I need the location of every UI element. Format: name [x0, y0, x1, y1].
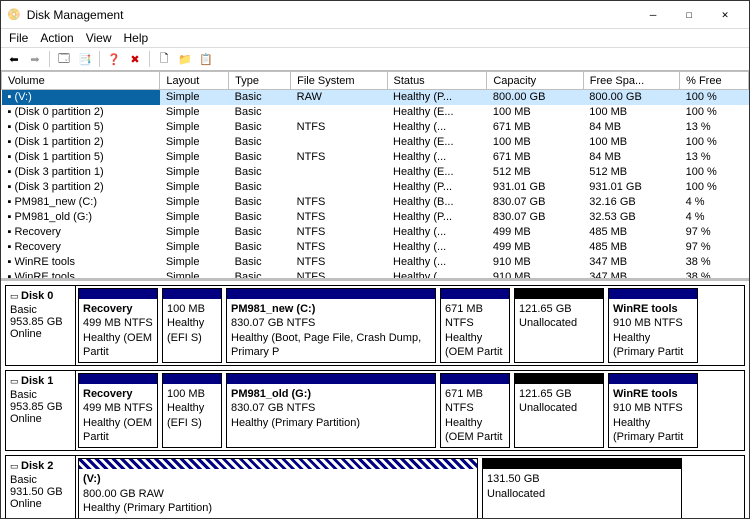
volume-row[interactable]: ▪ (V:)SimpleBasicRAWHealthy (P...800.00 … — [2, 90, 749, 105]
volume-row[interactable]: ▪ (Disk 3 partition 1)SimpleBasicHealthy… — [2, 165, 749, 180]
volume-row[interactable]: ▪ (Disk 3 partition 2)SimpleBasicHealthy… — [2, 180, 749, 195]
volume-row[interactable]: ▪ (Disk 1 partition 2)SimpleBasicHealthy… — [2, 135, 749, 150]
partition-bar — [79, 374, 157, 384]
partition[interactable]: WinRE tools910 MB NTFSHealthy (Primary P… — [608, 288, 698, 363]
partition-bar — [441, 374, 509, 384]
volume-row[interactable]: ▪ RecoverySimpleBasicNTFSHealthy (...499… — [2, 240, 749, 255]
volume-row[interactable]: ▪ (Disk 1 partition 5)SimpleBasicNTFSHea… — [2, 150, 749, 165]
partition-bar — [609, 374, 697, 384]
partition-bar — [227, 289, 435, 299]
partition[interactable]: Recovery499 MB NTFSHealthy (OEM Partit — [78, 288, 158, 363]
menu-file[interactable]: File — [9, 31, 28, 45]
volume-table[interactable]: VolumeLayoutTypeFile SystemStatusCapacit… — [1, 71, 749, 281]
partition[interactable]: 100 MBHealthy (EFI S) — [162, 288, 222, 363]
partition-bar — [483, 459, 681, 469]
partition-bar — [515, 289, 603, 299]
partition[interactable]: PM981_new (C:)830.07 GB NTFSHealthy (Boo… — [226, 288, 436, 363]
partition-bar — [609, 289, 697, 299]
volume-row[interactable]: ▪ (Disk 0 partition 5)SimpleBasicNTFSHea… — [2, 120, 749, 135]
partition[interactable]: 671 MB NTFSHealthy (OEM Partit — [440, 373, 510, 448]
titlebar: 📀 Disk Management — ☐ ✕ — [1, 1, 749, 29]
menu-view[interactable]: View — [86, 31, 112, 45]
refresh-icon[interactable]: 📑 — [76, 50, 94, 68]
volume-row[interactable]: ▪ PM981_old (G:)SimpleBasicNTFSHealthy (… — [2, 210, 749, 225]
partition-bar — [515, 374, 603, 384]
app-icon: 📀 — [7, 8, 21, 21]
partition-bar — [227, 374, 435, 384]
column-header[interactable]: File System — [291, 72, 387, 90]
menu-help[interactable]: Help — [124, 31, 149, 45]
column-header[interactable]: Layout — [160, 72, 229, 90]
partition[interactable]: Recovery499 MB NTFSHealthy (OEM Partit — [78, 373, 158, 448]
disk-graphic-pane: ▭ Disk 0Basic953.85 GBOnlineRecovery499 … — [1, 281, 749, 518]
partition[interactable]: 671 MB NTFSHealthy (OEM Partit — [440, 288, 510, 363]
column-header[interactable]: Capacity — [487, 72, 583, 90]
partition-bar — [163, 374, 221, 384]
partition-bar — [163, 289, 221, 299]
volume-row[interactable]: ▪ WinRE toolsSimpleBasicNTFSHealthy (...… — [2, 270, 749, 282]
partition-bar — [79, 289, 157, 299]
partition[interactable]: 131.50 GBUnallocated — [482, 458, 682, 518]
properties-icon[interactable]: 📋 — [197, 50, 215, 68]
menu-action[interactable]: Action — [40, 31, 73, 45]
pane-icon[interactable]: 🗔 — [55, 50, 73, 68]
volume-list-pane: VolumeLayoutTypeFile SystemStatusCapacit… — [1, 71, 749, 281]
partition-bar — [441, 289, 509, 299]
toolbar: ⬅ ➡ 🗔 📑 ❓ ✖ 🗋 📁 📋 — [1, 48, 749, 71]
partition[interactable]: 100 MBHealthy (EFI S) — [162, 373, 222, 448]
column-header[interactable]: Status — [387, 72, 487, 90]
partition-bar — [79, 459, 477, 469]
partition[interactable]: WinRE tools910 MB NTFSHealthy (Primary P… — [608, 373, 698, 448]
partition[interactable]: PM981_old (G:)830.07 GB NTFSHealthy (Pri… — [226, 373, 436, 448]
column-header[interactable]: Volume — [2, 72, 160, 90]
action1-icon[interactable]: 🗋 — [155, 50, 173, 68]
back-icon[interactable]: ⬅ — [5, 50, 23, 68]
disk-header[interactable]: ▭ Disk 2Basic931.50 GBOnline — [6, 456, 76, 518]
action2-icon[interactable]: 📁 — [176, 50, 194, 68]
volume-row[interactable]: ▪ WinRE toolsSimpleBasicNTFSHealthy (...… — [2, 255, 749, 270]
close-button[interactable]: ✕ — [707, 4, 743, 26]
delete-icon[interactable]: ✖ — [126, 50, 144, 68]
disk-header[interactable]: ▭ Disk 0Basic953.85 GBOnline — [6, 286, 76, 365]
window-title: Disk Management — [27, 8, 635, 22]
forward-icon[interactable]: ➡ — [26, 50, 44, 68]
partition[interactable]: 121.65 GBUnallocated — [514, 288, 604, 363]
disk-header[interactable]: ▭ Disk 1Basic953.85 GBOnline — [6, 371, 76, 450]
column-header[interactable]: Free Spa... — [583, 72, 679, 90]
column-header[interactable]: Type — [229, 72, 291, 90]
disk-row: ▭ Disk 1Basic953.85 GBOnlineRecovery499 … — [5, 370, 745, 451]
maximize-button[interactable]: ☐ — [671, 4, 707, 26]
column-header[interactable]: % Free — [680, 72, 749, 90]
help-icon[interactable]: ❓ — [105, 50, 123, 68]
partition[interactable]: 121.65 GBUnallocated — [514, 373, 604, 448]
disk-row: ▭ Disk 2Basic931.50 GBOnline(V:)800.00 G… — [5, 455, 745, 518]
minimize-button[interactable]: — — [635, 4, 671, 26]
menubar: File Action View Help — [1, 29, 749, 48]
volume-row[interactable]: ▪ PM981_new (C:)SimpleBasicNTFSHealthy (… — [2, 195, 749, 210]
disk-row: ▭ Disk 0Basic953.85 GBOnlineRecovery499 … — [5, 285, 745, 366]
volume-row[interactable]: ▪ RecoverySimpleBasicNTFSHealthy (...499… — [2, 225, 749, 240]
volume-row[interactable]: ▪ (Disk 0 partition 2)SimpleBasicHealthy… — [2, 105, 749, 120]
partition[interactable]: (V:)800.00 GB RAWHealthy (Primary Partit… — [78, 458, 478, 518]
